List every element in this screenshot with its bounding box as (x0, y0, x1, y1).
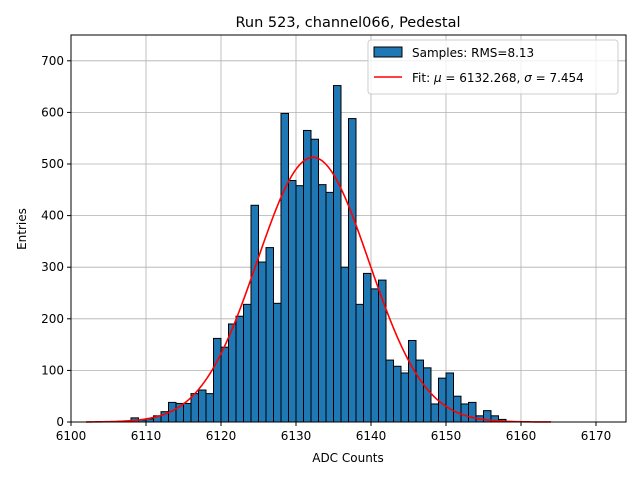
histogram-bar (295, 185, 304, 423)
y-tick-label: 100 (41, 363, 64, 377)
chart-title: Run 523, channel066, Pedestal (235, 15, 460, 31)
histogram-bar (310, 138, 319, 423)
histogram-bars (130, 85, 507, 423)
histogram-bar (423, 367, 432, 423)
legend-frame (367, 39, 619, 95)
y-tick-label: 200 (41, 312, 64, 326)
x-tick-label: 6120 (206, 429, 237, 443)
legend-fit-prefix: Fit: (412, 71, 434, 85)
y-tick-label: 600 (41, 105, 64, 119)
histogram-bar (348, 118, 357, 423)
gaussian-fit-curve (85, 156, 552, 423)
histogram-bar (265, 247, 274, 423)
histogram-bar (273, 302, 282, 423)
legend-label-fit: Fit: μ = 6132.268, σ = 7.454 (412, 71, 584, 85)
histogram-bar (243, 303, 252, 423)
histogram-bar (445, 372, 454, 423)
axes-frame (70, 34, 627, 423)
histogram-bar (288, 180, 297, 423)
x-tick-label: 6170 (581, 429, 612, 443)
y-tick-label: 400 (41, 209, 64, 223)
x-axis-ticks: 6100 6110 6120 6130 6140 6150 6160 6170 (56, 422, 612, 443)
legend-label-histogram: Samples: RMS=8.13 (412, 46, 534, 60)
x-tick-label: 6150 (431, 429, 462, 443)
histogram-bar (333, 85, 342, 423)
histogram-bar (355, 303, 364, 423)
y-tick-label: 500 (41, 157, 64, 171)
legend: Samples: RMS=8.13 Fit: μ = 6132.268, σ =… (367, 39, 619, 95)
histogram-bar (408, 339, 417, 423)
legend-fit-mu-value: = 6132.268, (442, 71, 525, 85)
histogram-bar (198, 389, 207, 423)
histogram-bar (340, 266, 349, 423)
legend-swatch-histogram (373, 46, 403, 58)
histogram-bar (385, 359, 394, 423)
histogram-bar (190, 393, 199, 423)
histogram-bar (363, 272, 372, 423)
legend-fit-sigma-value: = 7.454 (532, 71, 584, 85)
histogram-bar (228, 323, 237, 423)
histogram-bar (370, 288, 379, 423)
histogram-bar (318, 184, 327, 423)
histogram-bar (258, 261, 267, 423)
histogram-bar (438, 377, 447, 423)
x-tick-label: 6160 (506, 429, 537, 443)
histogram-bar (213, 337, 222, 423)
histogram-bar (378, 279, 387, 423)
histogram-bar (250, 204, 259, 423)
histogram-bar (235, 315, 244, 423)
x-tick-label: 6130 (281, 429, 312, 443)
histogram-bar (415, 359, 424, 423)
histogram-bar (453, 395, 462, 423)
legend-fit-sigma-symbol: σ (524, 71, 532, 85)
histogram-bar (400, 372, 409, 423)
histogram-bar (468, 401, 477, 423)
histogram-bar (205, 393, 214, 423)
histogram-bar (460, 403, 469, 423)
y-tick-label: 0 (56, 415, 64, 429)
histogram-bar (303, 129, 312, 423)
histogram-bar (430, 403, 439, 423)
histogram-bar (183, 402, 192, 423)
y-axis-ticks: 0 100 200 300 400 500 600 700 (41, 54, 71, 429)
y-tick-label: 700 (41, 54, 64, 68)
histogram-bar (393, 365, 402, 423)
histogram-bar (325, 191, 334, 423)
x-axis-label: ADC Counts (312, 451, 384, 465)
x-tick-label: 6110 (131, 429, 162, 443)
histogram-bar (220, 346, 229, 423)
x-tick-label: 6100 (56, 429, 87, 443)
histogram-bar (280, 112, 289, 423)
y-tick-label: 300 (41, 260, 64, 274)
x-tick-label: 6140 (356, 429, 387, 443)
legend-fit-mu-symbol: μ (433, 71, 442, 85)
y-axis-label: Entries (15, 208, 29, 250)
